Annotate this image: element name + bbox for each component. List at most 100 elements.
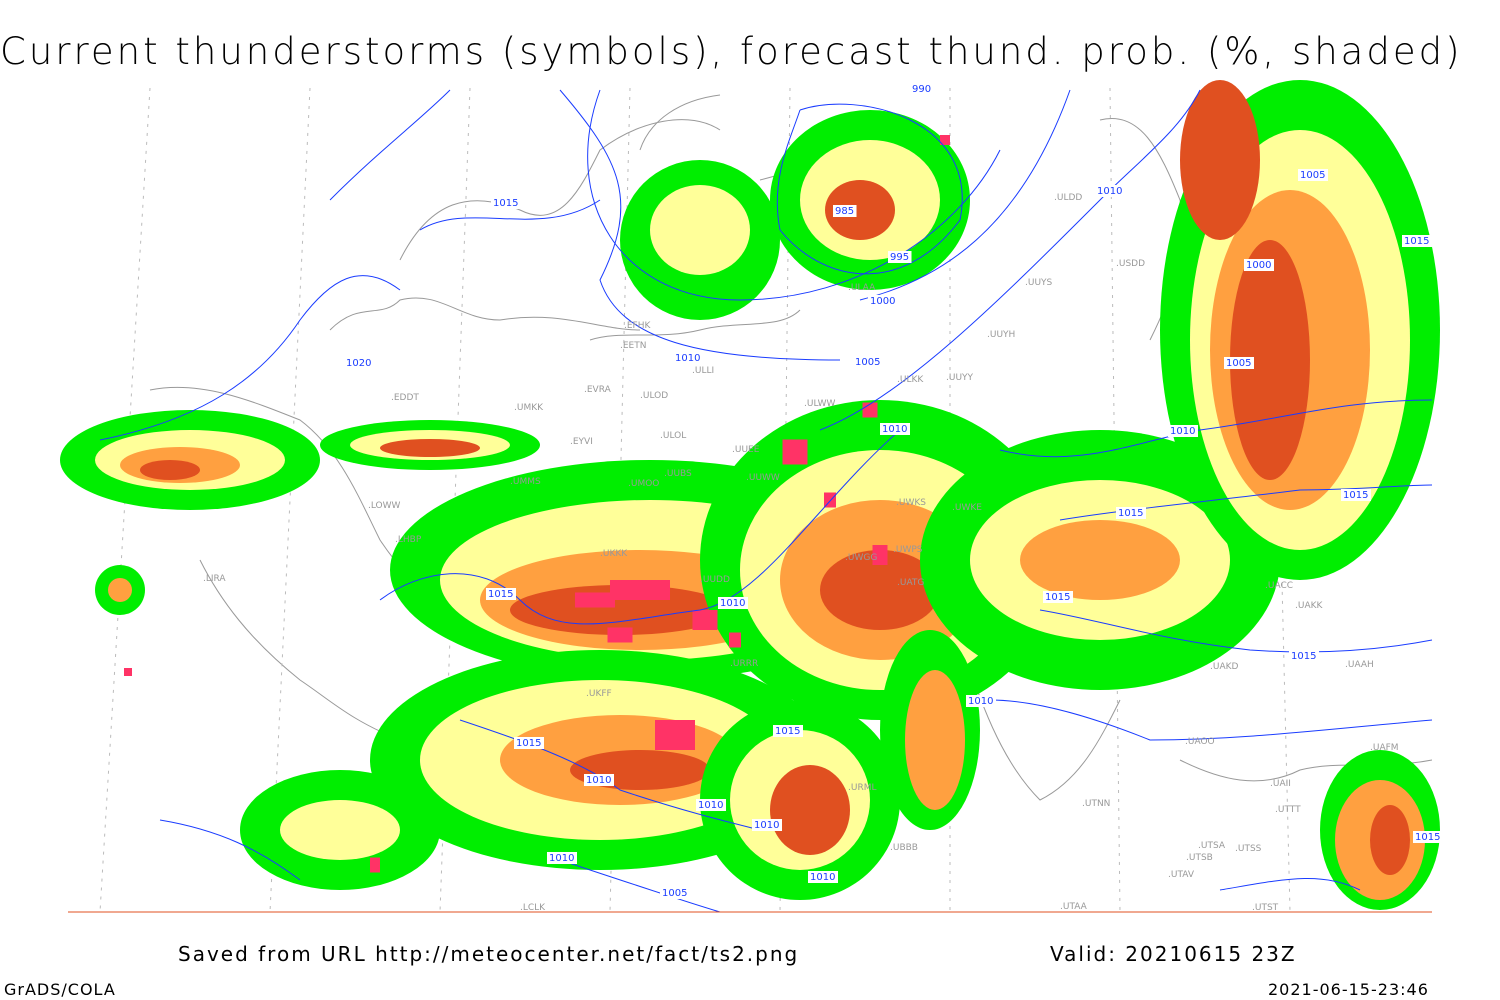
station-label: .ULAA	[848, 283, 876, 293]
isobar-label-bg	[1298, 169, 1328, 181]
station-label: .LHBP	[395, 535, 422, 545]
valid-time-text: Valid: 20210615 23Z	[1050, 942, 1297, 966]
station-label: .UUYH	[987, 330, 1015, 340]
grid-line	[439, 87, 471, 913]
isobar-label: 1010	[968, 696, 993, 707]
high-prob-area	[905, 670, 965, 810]
isobar-line	[999, 399, 1433, 458]
station-label: .UWKS	[896, 498, 926, 508]
station-label: .UUBS	[664, 469, 692, 479]
isobar-line	[99, 275, 401, 441]
isobar-label: 1015	[493, 198, 518, 209]
station-label: .UMMS	[510, 477, 541, 487]
thunderstorm-symbol	[940, 135, 950, 145]
station-label: .ULOL	[660, 431, 686, 441]
isobar-label: 1015	[488, 589, 513, 600]
isobar-label-bg	[660, 887, 690, 899]
isobar-label: 1010	[675, 353, 700, 364]
isobar-label-bg	[1289, 650, 1319, 662]
isobar-line	[329, 89, 451, 201]
high-prob-area	[1020, 520, 1180, 600]
station-label: .UAOO	[1185, 737, 1215, 747]
source-url-text: Saved from URL http://meteocenter.net/fa…	[178, 942, 800, 966]
isobar-label-bg	[1168, 425, 1198, 437]
very-high-prob-area	[820, 550, 940, 630]
station-labels: .EFHK .EETN .ULLI .ULOD .ULOL .UUEE .UUWW .ULWW…	[203, 193, 1399, 913]
isobar-label: 1010	[698, 800, 723, 811]
isobar-label-bg	[966, 695, 996, 707]
station-label: .UUDD	[700, 575, 730, 585]
isobar-line	[379, 429, 901, 625]
isobar-label-bg	[1116, 507, 1146, 519]
isobar-line	[559, 89, 841, 361]
isobar-label: 1005	[1300, 170, 1325, 181]
station-label: .UBBB	[890, 843, 918, 853]
isobar-label-bg	[1341, 489, 1371, 501]
isobar-line	[459, 719, 761, 831]
isobar-line	[989, 699, 1433, 741]
station-label: .USDD	[1116, 259, 1145, 269]
station-label: .UUYS	[1025, 278, 1053, 288]
isobar-label: 990	[912, 84, 931, 95]
station-label: .EDDT	[391, 393, 419, 403]
station-label: .UAAH	[1345, 660, 1374, 670]
coastline-segment	[399, 119, 721, 261]
station-label: .UUEE	[732, 445, 760, 455]
very-high-prob-area	[140, 460, 200, 480]
station-label: .UWKE	[952, 503, 982, 513]
isobars	[99, 89, 1433, 913]
isobar-label-bg	[910, 83, 934, 95]
very-high-prob-area	[825, 180, 895, 240]
very-high-prob-area	[380, 439, 480, 457]
station-label: .UTST	[1252, 903, 1279, 913]
station-label: .EYVI	[570, 437, 593, 447]
isobar-label-bg	[1413, 831, 1443, 843]
isobar-label: 1020	[346, 358, 371, 369]
thunderstorm-symbol	[575, 592, 615, 608]
station-label: .ULWW	[804, 399, 836, 409]
isobar-label: 1000	[870, 296, 895, 307]
station-label: .UTSS	[1235, 844, 1262, 854]
station-label: .UKKK	[600, 549, 628, 559]
isobar-line	[1219, 878, 1361, 891]
isobar-label-bg	[344, 357, 374, 369]
isobar-line	[587, 89, 1001, 301]
station-label: .LIRA	[203, 574, 226, 584]
isobar-label: 1010	[1097, 186, 1122, 197]
isobar-label: 1015	[775, 726, 800, 737]
isobar-label-bg	[888, 251, 912, 263]
isobar-labels: 990 985 995 1000 1005 1010 1015 1020 1010 1005 100…	[344, 83, 1443, 899]
thunderstorm-symbol	[124, 668, 132, 676]
isobar-label-bg	[853, 356, 883, 368]
thunderstorm-symbol	[370, 857, 380, 873]
station-label: .UKFF	[586, 689, 612, 699]
thunderstorm-symbol	[729, 632, 741, 648]
isobar-label-bg	[673, 352, 703, 364]
isobar-label: 985	[835, 206, 854, 217]
isobar-label-bg	[773, 725, 803, 737]
station-label: .UWGG	[845, 553, 877, 563]
station-label: .UTSA	[1198, 841, 1226, 851]
isobar-label-bg	[880, 423, 910, 435]
station-label: .UMKK	[514, 403, 544, 413]
isobar-label-bg	[514, 737, 544, 749]
high-prob-area	[108, 578, 132, 602]
station-label: .UAFM	[1370, 743, 1399, 753]
isobar-label: 995	[890, 252, 909, 263]
isobar-line	[559, 859, 721, 913]
isobar-line	[159, 819, 301, 881]
grid-line	[269, 87, 311, 913]
thunderstorm-symbol	[610, 580, 670, 600]
station-label: .UAKK	[1295, 601, 1324, 611]
generated-timestamp: 2021-06-15-23:46	[1268, 980, 1429, 999]
isobar-label-bg	[486, 588, 516, 600]
thunderstorm-symbols	[124, 135, 950, 873]
station-label: .UACC	[1265, 581, 1293, 591]
isobar-label: 1010	[810, 872, 835, 883]
station-label: .UAII	[1270, 779, 1291, 789]
thunderstorm-symbol	[655, 720, 695, 750]
isobar-label: 1010	[586, 775, 611, 786]
isobar-label: 1010	[549, 853, 574, 864]
station-label: .EFHK	[624, 321, 651, 331]
isobar-label: 1005	[662, 888, 687, 899]
